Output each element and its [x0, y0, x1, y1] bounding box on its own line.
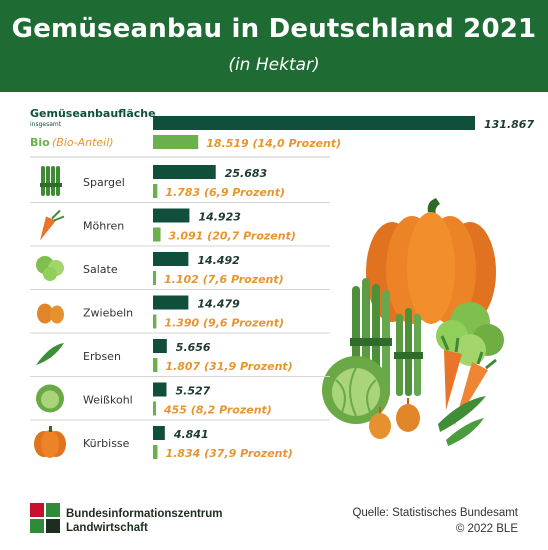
- source-text: Quelle: Statistisches Bundesamt: [352, 507, 518, 519]
- page-title: Gemüseanbau in Deutschland 2021: [11, 14, 537, 44]
- value-label-bio-Kürbisse: 1.834 (37,9 Prozent): [165, 447, 292, 460]
- category-label-2: Salate: [83, 263, 118, 276]
- bio-sublabel: (Bio-Anteil): [52, 136, 114, 149]
- value-label-Erbsen: 5.656: [176, 341, 211, 354]
- bar-Salate: [153, 252, 189, 266]
- category-label-6: Kürbisse: [83, 437, 130, 450]
- icon-pea-pod-icon-pod: [36, 343, 64, 365]
- pea-pods-illustration: [438, 396, 486, 446]
- icon-pumpkin-icon-lobe: [41, 430, 59, 458]
- cabbage-illustration: [322, 356, 390, 424]
- value-label-Salate: 14.492: [197, 254, 240, 267]
- value-label-bio-Salate: 1.102 (7,6 Prozent): [164, 273, 284, 286]
- bar-Kürbisse: [153, 426, 165, 440]
- bar-bio-Spargel: [153, 184, 158, 198]
- value-label-Spargel: 25.683: [225, 167, 268, 180]
- value-label-Möhren: 14.923: [198, 211, 241, 224]
- icon-asparagus-icon-stalk: [41, 166, 45, 196]
- value-label-Kürbisse: 4.841: [173, 428, 209, 441]
- icon-pumpkin-icon-stem: [49, 426, 52, 432]
- icon-carrot-icon-leaves: [51, 209, 65, 222]
- icon-asparagus-icon-stalk: [46, 166, 50, 196]
- value-label-bio-Spargel: 1.783 (6,9 Prozent): [165, 186, 285, 199]
- icon-cabbage-icon-inner: [41, 390, 59, 409]
- value-label-bio-Erbsen: 1.807 (31,9 Prozent): [165, 360, 292, 373]
- category-label-1: Möhren: [83, 220, 124, 233]
- total-sublabel: insgesamt: [30, 121, 62, 128]
- bar-total-bio: [153, 135, 199, 149]
- icon-onion-icon-bulb: [37, 303, 53, 324]
- pumpkin-illustration: [366, 198, 496, 324]
- icon-onion-icon-bulb: [50, 305, 64, 324]
- page-subtitle: (in Hektar): [228, 55, 320, 75]
- header-banner: Gemüseanbau in Deutschland 2021 (in Hekt…: [0, 0, 548, 92]
- value-label-bio-Möhren: 3.091 (20,7 Prozent): [169, 230, 296, 243]
- copyright-text: © 2022 BLE: [455, 523, 518, 535]
- vegetables-illustration: [322, 198, 504, 446]
- bar-Möhren: [153, 208, 190, 223]
- value-label-total-bio: 18.519 (14,0 Prozent): [206, 137, 341, 150]
- bar-bio-Möhren: [153, 227, 161, 242]
- bar-bio-Kürbisse: [153, 445, 158, 459]
- bar-Weißkohl: [153, 382, 167, 397]
- value-label-total: 131.867: [484, 118, 534, 131]
- bar-bio-Salate: [153, 271, 156, 285]
- value-label-bio-Weißkohl: 455 (8,2 Prozent): [163, 404, 272, 417]
- brand-name: Bundesinformationszentrum Landwirtschaft: [66, 507, 223, 535]
- category-label-0: Spargel: [83, 176, 125, 189]
- value-label-bio-Zwiebeln: 1.390 (9,6 Prozent): [164, 317, 284, 330]
- icon-carrot-icon-body: [40, 216, 56, 241]
- bar-Erbsen: [153, 339, 167, 353]
- brand-line-1: Bundesinformationszentrum: [66, 508, 223, 520]
- total-label: Gemüseanbaufläche: [30, 107, 156, 120]
- bar-Zwiebeln: [153, 295, 189, 310]
- value-label-Weißkohl: 5.527: [175, 385, 210, 398]
- category-label-3: Zwiebeln: [83, 307, 133, 320]
- icon-asparagus-icon-band: [40, 183, 62, 187]
- icon-asparagus-icon-stalk: [51, 166, 55, 196]
- bar-bio-Erbsen: [153, 358, 158, 372]
- category-label-5: Weißkohl: [83, 394, 133, 407]
- bar-bio-Zwiebeln: [153, 314, 157, 329]
- bar-total: [153, 116, 475, 130]
- category-label-4: Erbsen: [83, 350, 121, 363]
- icon-asparagus-icon-stalk: [56, 166, 60, 196]
- bar-bio-Weißkohl: [153, 401, 156, 416]
- bar-Spargel: [153, 165, 216, 179]
- onions-illustration: [369, 398, 420, 439]
- brand-line-2: Landwirtschaft: [66, 522, 148, 534]
- value-label-Zwiebeln: 14.479: [197, 298, 240, 311]
- source-note: Quelle: Statistisches Bundesamt © 2022 B…: [352, 505, 518, 537]
- ble-logo-icon: [30, 503, 60, 533]
- bio-label: Bio: [30, 136, 50, 149]
- icon-lettuce-icon-leaf: [43, 267, 57, 281]
